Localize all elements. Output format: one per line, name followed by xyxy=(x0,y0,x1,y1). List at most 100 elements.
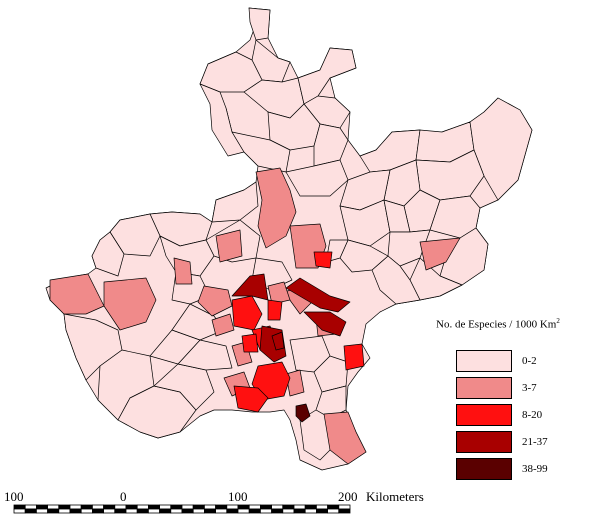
municipality xyxy=(241,333,259,353)
scale-unit: Kilometers xyxy=(366,489,424,504)
scale-segment xyxy=(24,504,37,510)
scale-segment xyxy=(327,504,340,510)
scale-segment xyxy=(170,508,183,514)
legend-item-8-20: 8-20 xyxy=(456,404,576,428)
municipality xyxy=(91,231,125,277)
scale-segment xyxy=(147,508,160,514)
municipality xyxy=(285,277,351,313)
scale-segment xyxy=(147,504,160,510)
scale-segment xyxy=(181,508,194,514)
municipality xyxy=(197,285,233,317)
scale-segment xyxy=(36,508,49,514)
municipality xyxy=(419,237,461,271)
municipalities xyxy=(45,7,533,471)
scale-segment xyxy=(203,504,216,510)
municipality xyxy=(159,235,215,277)
municipality xyxy=(103,277,157,331)
scale-segment xyxy=(92,508,105,514)
scale-segment xyxy=(103,504,116,510)
scale-segment xyxy=(192,504,205,510)
legend-title: No. de Especies / 1000 Km2 xyxy=(436,317,560,331)
municipality xyxy=(371,255,421,305)
scale-segment xyxy=(125,504,138,510)
scale-segment xyxy=(114,508,127,514)
scale-segment xyxy=(47,504,60,510)
scale-segment xyxy=(36,504,49,510)
scale-segment xyxy=(13,508,26,514)
scale-segment xyxy=(181,504,194,510)
scale-segment xyxy=(136,504,149,510)
municipality xyxy=(343,343,365,371)
scale-segment xyxy=(215,504,228,510)
legend-item-3-7: 3-7 xyxy=(456,377,576,401)
legend-item-38-99: 38-99 xyxy=(456,458,576,482)
legend-label: 0-2 xyxy=(522,355,537,367)
municipality xyxy=(271,331,285,351)
scale-segment xyxy=(47,508,60,514)
municipality xyxy=(173,257,193,285)
municipality xyxy=(313,355,349,393)
municipality xyxy=(295,403,311,423)
legend-item-21-37: 21-37 xyxy=(456,431,576,455)
municipality xyxy=(267,281,291,305)
scale-segment xyxy=(293,504,306,510)
legend-swatch xyxy=(456,458,512,480)
scale-segment xyxy=(203,508,216,514)
scale-segment xyxy=(58,504,71,510)
scale-segment xyxy=(69,504,82,510)
legend-swatch xyxy=(456,431,512,453)
scale-label-100: 100 xyxy=(228,489,248,504)
scale-segment xyxy=(271,508,284,514)
scale-segment xyxy=(13,504,26,510)
scale-segment xyxy=(259,508,272,514)
legend-item-0-2: 0-2 xyxy=(456,350,576,374)
municipality xyxy=(303,311,347,337)
legend-label: 3-7 xyxy=(522,382,537,394)
scale-segment xyxy=(125,508,138,514)
scale-segment xyxy=(170,504,183,510)
municipality xyxy=(231,295,263,331)
scale-segment xyxy=(293,508,306,514)
municipality xyxy=(323,411,367,465)
scale-segment xyxy=(338,508,351,514)
municipality xyxy=(255,167,297,249)
scale-segment xyxy=(259,504,272,510)
scale-segment xyxy=(248,508,261,514)
scale-segment xyxy=(304,508,317,514)
scale-segment xyxy=(226,508,239,514)
scale-label-100-left: 100 xyxy=(4,489,24,504)
scale-segment xyxy=(282,508,295,514)
municipality xyxy=(233,385,269,413)
scale-segment xyxy=(315,508,328,514)
scale-segment xyxy=(24,508,37,514)
scale-segment xyxy=(315,504,328,510)
legend-label: 21-37 xyxy=(522,436,548,448)
scale-segment xyxy=(237,504,250,510)
scale-segment xyxy=(338,504,351,510)
scale-label-0: 0 xyxy=(120,489,127,504)
scale-segment xyxy=(237,508,250,514)
scale-segment xyxy=(136,508,149,514)
scale-segment xyxy=(248,504,261,510)
scale-segment xyxy=(159,504,172,510)
municipality xyxy=(49,273,105,315)
municipality xyxy=(215,229,243,263)
scale-segment xyxy=(92,504,105,510)
legend-label: 8-20 xyxy=(522,409,543,421)
scale-segment xyxy=(304,504,317,510)
scale-segment xyxy=(226,504,239,510)
scale-segment xyxy=(282,504,295,510)
municipality xyxy=(211,313,235,337)
scale-segment xyxy=(80,504,93,510)
scale-segment xyxy=(58,508,71,514)
scale-segment xyxy=(271,504,284,510)
municipality xyxy=(231,273,269,301)
municipality xyxy=(248,7,271,41)
legend-swatch xyxy=(456,377,512,399)
scale-segment xyxy=(215,508,228,514)
municipality xyxy=(267,299,283,321)
legend-swatch xyxy=(456,404,512,426)
scale-segment xyxy=(114,504,127,510)
scale-segment xyxy=(80,508,93,514)
